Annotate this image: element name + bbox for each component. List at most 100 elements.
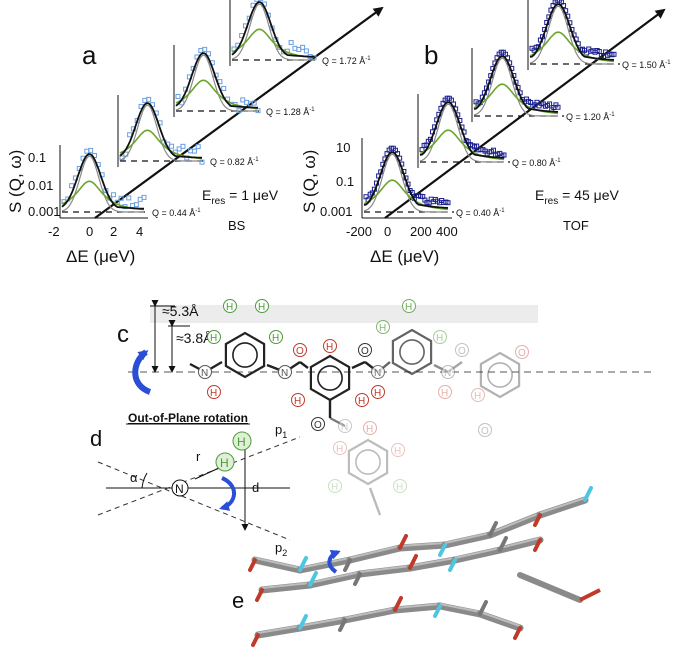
h-atom-7-label: H [294,396,301,407]
h-atom-17-label: H [394,446,401,457]
panel-b-subplot-1: Q = 0.40 Å-1 [361,144,505,218]
panel-a-q-label-sup-2: -1 [253,157,259,163]
panel-b-q-label-4: Q = 1.50 Å-1 [622,60,671,70]
panel-a-fit-gauss [61,155,144,213]
h-atom-1-label: H [226,302,233,313]
panel-b-data-point [419,147,425,153]
h-atom-4 [269,330,283,344]
panel-c-letter: c [117,321,129,348]
panel-a-data-point [127,132,133,138]
stick-branch-3 [513,626,522,640]
panel-a-data-point [141,194,147,200]
stick-highlight-2 [499,537,541,549]
bond-amide-2 [299,361,309,369]
panel-d-h-atom-2 [232,431,252,451]
panel-a-fit-gauss [175,54,258,112]
stick-chain-3 [391,602,444,614]
rotation-arrow-e [327,549,341,574]
stick-chain-1 [536,496,589,519]
stick-branch-2 [255,588,264,602]
stick-chain-3 [296,616,349,632]
panel-a-data-point [300,44,306,50]
panel-b-xtick-3: 200 [410,224,432,239]
stick-branch-3 [298,614,308,630]
panel-d-n-label: N [175,482,184,496]
o-atom-6 [478,423,492,437]
h-atom-12-label: H [379,323,386,334]
panel-b-fit-gauss [419,103,504,163]
panel-a-data-point [111,192,117,198]
h-atom-16-label: H [336,444,343,455]
h-atom-3 [207,330,221,344]
stick-extra-o [579,588,601,602]
panel-d-alpha-arc [141,472,148,489]
panel-a-q-label-2: Q = 0.82 Å-1 [210,157,259,167]
stick-branch-3 [478,600,488,616]
h-atom-10 [402,299,416,313]
panel-a-ytick-3: 0.001 [28,204,61,219]
stick-branch-3 [433,604,442,618]
panel-b-ytick-2: 0.1 [336,174,354,189]
stick-branch-3 [338,618,347,632]
panel-a-fit-total [231,1,314,58]
panel-b-ytick-3: 0.001 [320,204,353,219]
panel-a-xtick-1: -2 [48,224,60,239]
stick-highlight-1 [399,542,446,547]
stick-branch-1 [248,558,257,572]
phenyl-ring-left-aromatic [232,342,258,368]
panel-b-data-point [490,147,496,153]
panel-a-yticks: 0.1 0.01 0.001 [28,150,61,219]
ring-bottom-aromatic [355,449,381,475]
panel-a-eres-prefix: E [202,187,211,203]
stick-chain-1 [441,531,494,549]
panel-a-data-point [199,159,205,165]
stick-extra [517,572,583,603]
panel-a-fit-total [175,52,258,109]
h-atom-8 [355,393,369,407]
plane-top-band [150,305,538,323]
ring-far-right [479,351,521,399]
o-atom-3-label: O [314,420,322,431]
panel-b-xtick-2: 0 [384,224,391,239]
panel-b-q-label-sup-3: -1 [609,112,615,118]
panel-a-data-point [69,183,75,189]
n-atom-3-label: N [374,368,381,379]
panel-d-p2-sub: 2 [282,548,287,558]
panel-a-eres-sub: res [211,196,225,207]
panel-b-subplots: Q = 0.40 Å-1 Q = 0.80 Å-1 Q = 1.20 Å-1 Q = … [361,0,671,218]
panel-b-xtick-1: -200 [346,224,372,239]
n-atom-3 [371,365,385,379]
stick-branch-2 [533,538,542,552]
panel-b-subplot-2: Q = 0.80 Å-1 [417,94,561,168]
panel-a-data-point [254,0,260,2]
h-atom-11 [433,330,447,344]
stick-branch-1 [583,486,593,502]
panel-d-p2: p2 [275,540,287,558]
stick-branch-1 [533,513,542,527]
panel-a-eres-value: = 1 μeV [225,187,278,203]
stick-highlight-1 [254,557,301,569]
panel-e: e [232,486,601,647]
panel-b-yticks: 10 0.1 0.001 [320,140,354,219]
h-atom-15-label: H [366,424,373,435]
rotation-arrow-d [219,476,236,511]
n-atom-1 [198,365,212,379]
panel-a: a S (Q, ω) 0.1 0.01 0.001 -2 0 2 4 ΔE (μeV) Q… [6,0,384,266]
panel-d-h-label-1: H [220,456,229,470]
h-atom-16 [333,441,347,455]
o-atom-5 [515,345,529,359]
panel-b-q-label-3: Q = 1.20 Å-1 [566,112,615,122]
panel-a-q-label-sup-1: -1 [195,208,201,214]
panel-a-data-point [303,48,309,54]
h-atom-4-label: H [272,333,279,344]
h-atom-5-label: H [210,388,217,399]
ring-bottom [347,438,389,486]
stick-highlight-2 [359,565,411,573]
stick-highlight-3 [257,625,301,634]
h-atom-8-label: H [358,396,365,407]
panel-a-xtick-2: 0 [86,224,93,239]
panel-a-q-label-sup-4: -1 [365,56,371,62]
panel-e-letter: e [232,588,244,613]
h-atom-5 [207,385,221,399]
